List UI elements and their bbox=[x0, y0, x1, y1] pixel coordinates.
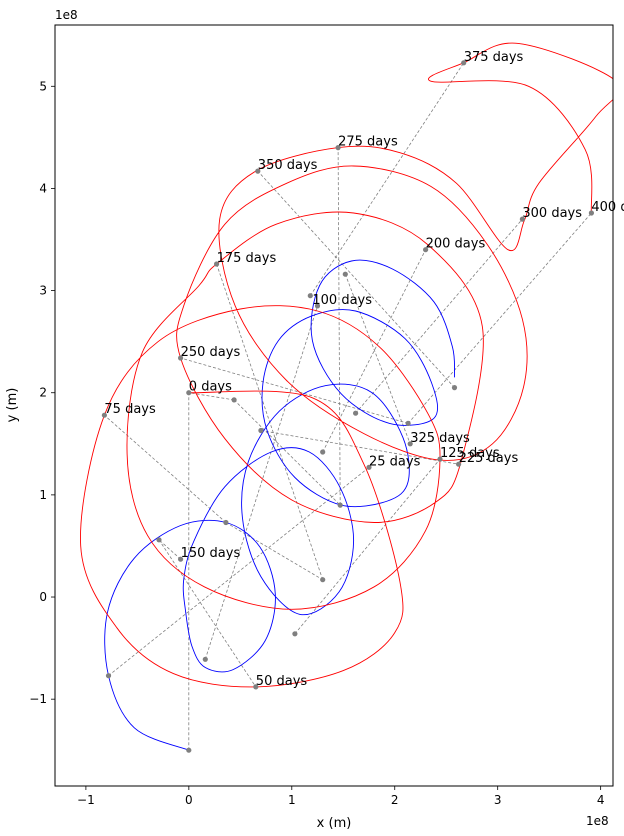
inner-orbit-line bbox=[104, 259, 456, 751]
marker-point bbox=[437, 456, 443, 462]
marker-point bbox=[253, 684, 259, 690]
marker-point bbox=[214, 261, 220, 267]
day-annotation: 150 days bbox=[181, 546, 241, 561]
y-axis-multiplier: 1e8 bbox=[55, 8, 78, 22]
connector-line bbox=[188, 392, 235, 401]
connector-line bbox=[108, 466, 370, 677]
marker-point bbox=[461, 60, 467, 66]
marker-point bbox=[320, 449, 326, 455]
marker-point bbox=[366, 464, 372, 470]
day-annotation: 350 days bbox=[258, 158, 318, 173]
connector-line bbox=[309, 62, 465, 296]
day-annotation: 175 days bbox=[217, 251, 277, 266]
day-annotation: 75 days bbox=[104, 402, 156, 417]
x-tick-label: 2 bbox=[391, 793, 399, 807]
marker-point bbox=[156, 537, 162, 543]
marker-point bbox=[407, 441, 413, 447]
marker-point bbox=[423, 247, 429, 253]
marker-point bbox=[519, 216, 526, 222]
marker-point bbox=[258, 427, 264, 434]
connector-line bbox=[337, 147, 341, 506]
marker-point bbox=[307, 293, 313, 299]
marker-point bbox=[101, 412, 107, 418]
y-tick-label: 5 bbox=[39, 79, 47, 93]
y-axis-label: y (m) bbox=[5, 388, 20, 423]
x-axis-label: x (m) bbox=[317, 816, 352, 831]
day-annotation: 300 days bbox=[522, 206, 582, 221]
connector-line bbox=[257, 170, 455, 388]
connector-line bbox=[294, 458, 441, 635]
day-annotation: 225 days bbox=[459, 451, 519, 466]
marker-point bbox=[186, 747, 192, 753]
connector-line bbox=[158, 539, 257, 688]
marker-point bbox=[342, 271, 348, 277]
day-annotation: 375 days bbox=[464, 50, 524, 65]
y-tick-label: −1 bbox=[29, 692, 47, 706]
marker-point bbox=[223, 519, 229, 526]
day-annotation: 200 days bbox=[426, 237, 486, 252]
connector-line bbox=[407, 212, 592, 424]
x-tick-label: 0 bbox=[185, 793, 193, 807]
marker-point bbox=[451, 385, 458, 391]
marker-point bbox=[588, 210, 595, 216]
marker-point bbox=[320, 577, 326, 583]
marker-point bbox=[405, 420, 411, 426]
y-tick-label: 3 bbox=[39, 284, 47, 298]
marker-point bbox=[353, 410, 359, 416]
day-annotation: 0 days bbox=[189, 380, 232, 395]
connector-line bbox=[355, 218, 523, 414]
x-tick-label: 4 bbox=[597, 793, 605, 807]
connector-line bbox=[344, 274, 411, 444]
marker-point bbox=[337, 502, 343, 508]
day-annotation: 25 days bbox=[369, 454, 421, 469]
marker-point bbox=[178, 355, 184, 361]
day-annotation: 125 days bbox=[440, 446, 500, 461]
y-axis-ticks: −1 0 1 2 3 4 5 bbox=[29, 79, 55, 706]
y-tick-label: 4 bbox=[39, 181, 47, 195]
marker-point bbox=[335, 145, 341, 151]
marker-point bbox=[105, 673, 112, 679]
connector-line bbox=[104, 414, 227, 523]
connector-line bbox=[225, 522, 323, 581]
day-annotation: 250 days bbox=[181, 345, 241, 360]
plot-marks bbox=[80, 42, 613, 753]
day-annotation: 275 days bbox=[338, 135, 398, 150]
marker-point bbox=[202, 656, 208, 662]
x-tick-label: −1 bbox=[77, 793, 95, 807]
connector-line bbox=[204, 305, 318, 660]
marker-point bbox=[178, 556, 184, 562]
marker-point bbox=[314, 303, 321, 309]
day-annotation: 100 days bbox=[312, 293, 372, 308]
y-tick-label: 2 bbox=[39, 386, 47, 400]
connector-line bbox=[158, 539, 181, 560]
plot-frame bbox=[54, 24, 614, 787]
y-tick-label: 0 bbox=[39, 590, 47, 604]
x-tick-label: 3 bbox=[494, 793, 502, 807]
x-axis-multiplier: 1e8 bbox=[586, 814, 609, 828]
marker-point bbox=[186, 390, 192, 396]
connector-line bbox=[260, 430, 459, 465]
day-annotation: 325 days bbox=[410, 431, 470, 446]
marker-point bbox=[456, 461, 462, 467]
marker-point bbox=[292, 631, 298, 637]
day-annotation: 400 days bbox=[591, 200, 624, 215]
connector-line bbox=[180, 357, 409, 424]
day-annotation: 50 days bbox=[256, 674, 308, 689]
x-axis-ticks: −1 0 1 2 3 4 bbox=[77, 786, 604, 807]
x-tick-label: 1 bbox=[288, 793, 296, 807]
y-tick-label: 1 bbox=[39, 488, 47, 502]
marker-point bbox=[231, 397, 237, 403]
marker-point bbox=[255, 168, 261, 174]
